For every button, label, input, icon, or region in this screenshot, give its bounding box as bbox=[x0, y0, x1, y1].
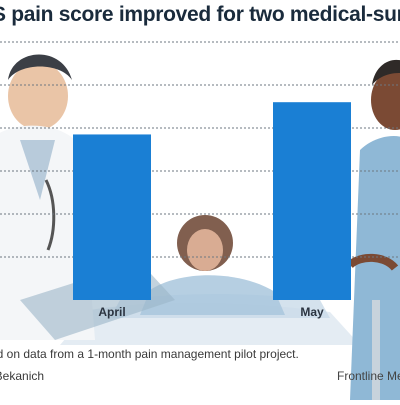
x-tick-label-april: April bbox=[98, 305, 125, 319]
bar-may bbox=[273, 102, 351, 300]
doctor-right-illustration bbox=[347, 60, 400, 400]
photo-credit: . Bekanich bbox=[0, 369, 45, 383]
chart-footnote: ed on data from a 1-month pain managemen… bbox=[0, 347, 299, 361]
chart-x-tick-labels: April May bbox=[98, 305, 324, 319]
doctor-left-illustration bbox=[0, 54, 175, 340]
x-tick-label-may: May bbox=[300, 305, 324, 319]
chart-bars bbox=[73, 102, 351, 300]
chart-title: S pain score improved for two medical-su… bbox=[0, 3, 400, 26]
publication-credit: Frontline Me bbox=[337, 369, 400, 383]
bar-april bbox=[73, 134, 151, 300]
